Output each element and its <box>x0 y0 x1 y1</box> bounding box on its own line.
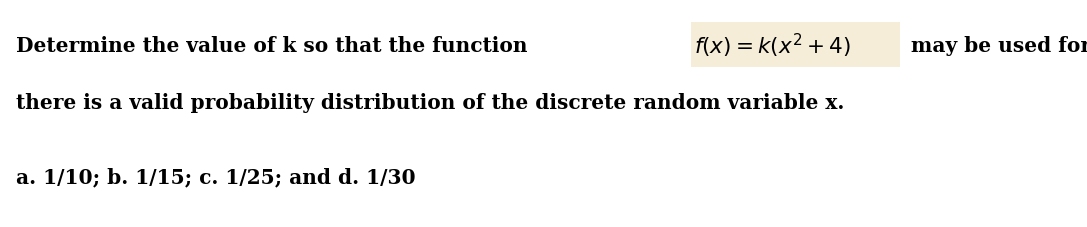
Text: Determine the value of k so that the function: Determine the value of k so that the fun… <box>16 35 541 55</box>
Text: may be used for x = 0,1,2,3,: may be used for x = 0,1,2,3, <box>897 35 1087 55</box>
Text: there is a valid probability distribution of the discrete random variable x.: there is a valid probability distributio… <box>16 92 845 112</box>
Text: $f(x) = k(x^2 + 4)$: $f(x) = k(x^2 + 4)$ <box>695 31 851 59</box>
Text: a. 1/10; b. 1/15; c. 1/25; and d. 1/30: a. 1/10; b. 1/15; c. 1/25; and d. 1/30 <box>16 167 416 187</box>
FancyBboxPatch shape <box>691 23 900 68</box>
